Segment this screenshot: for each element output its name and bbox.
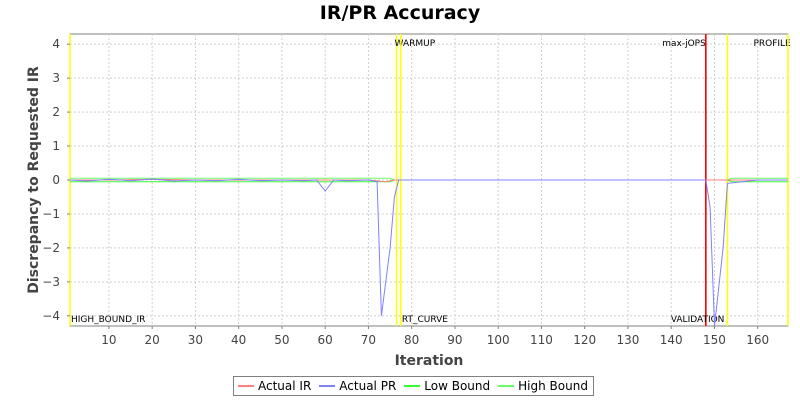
series [69, 177, 788, 327]
x-tick-label: 160 [746, 333, 769, 347]
marker-label: PROFILE [753, 39, 791, 49]
legend-label: High Bound [518, 379, 588, 393]
x-tick-label: 40 [231, 333, 246, 347]
x-tick-label: 120 [573, 333, 596, 347]
x-tick-label: 60 [318, 333, 333, 347]
marker-label: max-jOPS [662, 39, 706, 49]
x-tick-label: 70 [361, 333, 376, 347]
x-axis-label: Iteration [395, 353, 464, 369]
legend: Actual IR Actual PR Low Bound High Bound [233, 376, 594, 396]
x-tick-label: 100 [487, 333, 510, 347]
marker-label: RT_CURVE [402, 315, 448, 325]
legend-swatch [238, 385, 254, 387]
y-tick-label: −3 [42, 275, 60, 289]
x-tick-label: 130 [617, 333, 640, 347]
y-tick-label: 3 [52, 71, 60, 85]
legend-swatch [404, 385, 421, 387]
x-tick-label: 80 [404, 333, 419, 347]
y-tick-label: −4 [42, 309, 60, 323]
x-tick-label: 10 [101, 333, 116, 347]
y-tick-label: −1 [42, 207, 60, 221]
legend-label: Low Bound [424, 379, 491, 393]
marker-label: WARMUP [395, 39, 436, 49]
chart-title: IR/PR Accuracy [319, 2, 481, 24]
legend-label: Actual PR [339, 379, 397, 393]
marker-label: HIGH_BOUND_IR [71, 315, 145, 325]
series-line-actual-pr [69, 178, 788, 327]
legend-item: Actual PR [319, 379, 396, 393]
axes: 10 20 30 40 50 60 70 80 90 100 110 120 130 140 150 160−… [42, 37, 769, 347]
x-tick-label: 20 [145, 333, 160, 347]
legend-item: Low Bound [404, 379, 490, 393]
legend-label: Actual IR [258, 379, 312, 393]
y-tick-label: 2 [52, 105, 60, 119]
y-axis-label: Discrepancy to Requested IR [26, 66, 42, 294]
x-tick-label: 50 [274, 333, 289, 347]
y-tick-label: 0 [52, 173, 60, 187]
y-tick-label: 1 [52, 139, 60, 153]
legend-swatch [319, 385, 336, 387]
x-tick-label: 150 [703, 333, 726, 347]
x-tick-label: 110 [530, 333, 553, 347]
legend-item: High Bound [498, 379, 588, 393]
y-tick-label: −2 [42, 241, 60, 255]
x-tick-label: 90 [447, 333, 462, 347]
x-tick-label: 140 [660, 333, 683, 347]
marker-label: VALIDATION [671, 315, 725, 325]
x-tick-label: 30 [188, 333, 203, 347]
y-tick-label: 4 [52, 37, 60, 51]
legend-item: Actual IR [238, 379, 311, 393]
legend-swatch [498, 385, 515, 387]
